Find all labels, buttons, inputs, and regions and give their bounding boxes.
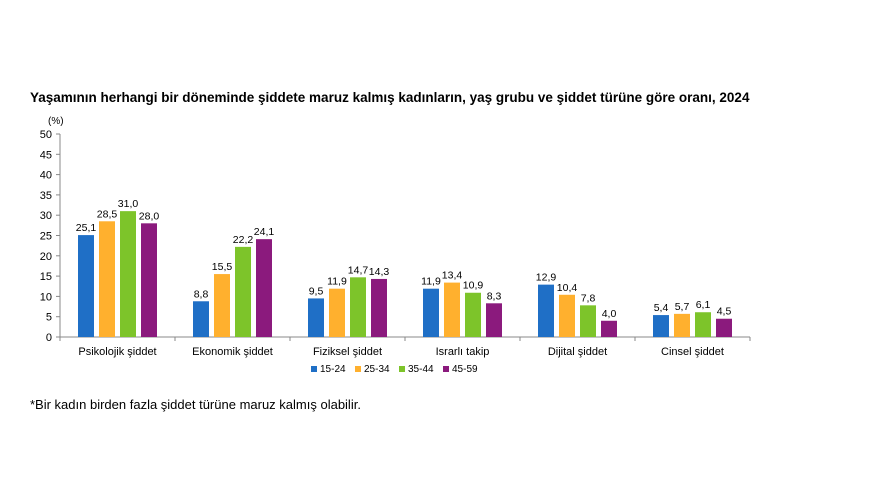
data-label: 11,9 [421,276,441,288]
chart-title: Yaşamının herhangi bir döneminde şiddete… [30,90,750,105]
y-tick-label: 25 [40,231,52,243]
bar [329,288,345,337]
bar [371,278,387,337]
bar [193,301,209,337]
x-tick-label: Israrlı takip [436,346,490,358]
axes: (%) 0 5 10 15 20 25 30 35 40 45 50 Psikolojik şiddet… [40,116,751,358]
x-tick-label: Dijital şiddet [548,346,607,358]
data-label: 24,1 [254,226,275,238]
bars [78,211,732,337]
bar [580,305,596,337]
y-axis-label: (%) [48,116,64,127]
bar [486,303,502,337]
data-label: 12,9 [536,272,557,284]
x-tick-label: Cinsel şiddet [661,346,724,358]
y-tick-label: 45 [40,149,52,161]
data-label: 5,4 [654,302,669,314]
legend-label: 35-44 [408,364,434,375]
legend-label: 45-59 [452,364,478,375]
legend-swatch [443,366,449,372]
data-label: 10,4 [557,282,578,294]
bar [444,282,460,337]
data-label: 5,7 [675,301,690,313]
data-label: 8,8 [194,288,209,300]
data-labels: 25,128,531,028,08,815,522,224,19,511,914… [76,198,732,320]
y-tick-label: 5 [46,312,52,324]
data-label: 22,2 [233,234,254,246]
bar [141,223,157,337]
bar [350,277,366,337]
bar [256,239,272,337]
footnote: *Bir kadın birden fazla şiddet türüne ma… [30,397,361,412]
y-tick-label: 50 [40,129,52,141]
bar [423,288,439,337]
data-label: 9,5 [309,285,324,297]
data-label: 28,0 [139,210,160,222]
legend-label: 15-24 [320,364,346,375]
x-tick-label: Fiziksel şiddet [313,346,382,358]
data-label: 6,1 [696,299,711,311]
legend: 15-24 25-34 35-44 45-59 [311,364,478,375]
data-label: 14,7 [348,264,369,276]
bar [716,318,732,337]
data-label: 11,9 [327,276,347,288]
y-tick-label: 40 [40,170,52,182]
legend-swatch [311,366,317,372]
bar [99,221,115,337]
bar [214,274,230,337]
bar [235,246,251,337]
bar [674,313,690,337]
bar [120,211,136,337]
data-label: 7,8 [581,292,596,304]
data-label: 31,0 [118,198,139,210]
bar [465,292,481,337]
data-label: 8,3 [487,290,502,302]
bar [538,284,554,337]
bar [601,320,617,337]
data-label: 14,3 [369,266,390,278]
bar [653,315,669,337]
bar [559,294,575,337]
data-label: 15,5 [212,261,233,273]
data-label: 4,5 [717,306,732,318]
y-tick-label: 35 [40,190,52,202]
legend-swatch [399,366,405,372]
y-tick-label: 10 [40,291,52,303]
bar [308,298,324,337]
y-tick-label: 15 [40,271,52,283]
data-label: 25,1 [76,222,97,234]
data-label: 13,4 [442,270,463,282]
y-tick-label: 20 [40,251,52,263]
bar [695,312,711,337]
legend-label: 25-34 [364,364,390,375]
x-tick-label: Ekonomik şiddet [192,346,273,358]
x-tick-label: Psikolojik şiddet [78,346,156,358]
y-tick-label: 0 [46,332,52,344]
data-label: 10,9 [463,280,484,292]
bar [78,235,94,337]
legend-swatch [355,366,361,372]
y-tick-label: 30 [40,210,52,222]
data-label: 28,5 [97,208,118,220]
data-label: 4,0 [602,308,617,320]
